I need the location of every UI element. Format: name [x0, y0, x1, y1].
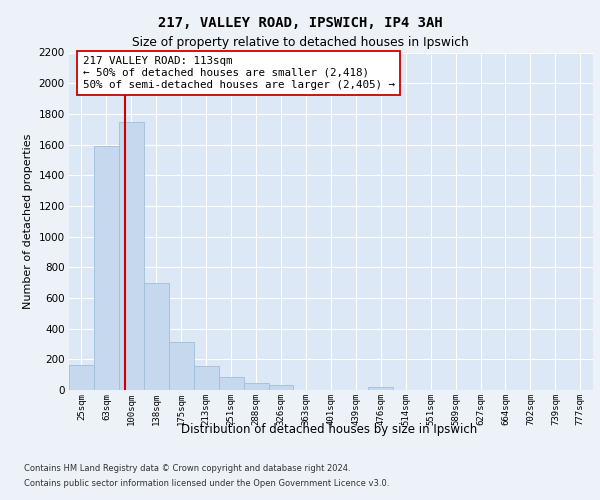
- Text: 217, VALLEY ROAD, IPSWICH, IP4 3AH: 217, VALLEY ROAD, IPSWICH, IP4 3AH: [158, 16, 442, 30]
- Bar: [368, 387, 393, 390]
- Y-axis label: Number of detached properties: Number of detached properties: [23, 134, 33, 309]
- Text: Distribution of detached houses by size in Ipswich: Distribution of detached houses by size …: [181, 422, 477, 436]
- Bar: [194, 366, 218, 390]
- Text: Contains HM Land Registry data © Crown copyright and database right 2024.: Contains HM Land Registry data © Crown c…: [24, 464, 350, 473]
- Bar: [69, 366, 94, 390]
- Bar: [218, 377, 244, 390]
- Text: Contains public sector information licensed under the Open Government Licence v3: Contains public sector information licen…: [24, 479, 389, 488]
- Text: 217 VALLEY ROAD: 113sqm
← 50% of detached houses are smaller (2,418)
50% of semi: 217 VALLEY ROAD: 113sqm ← 50% of detache…: [83, 56, 395, 90]
- Bar: [94, 146, 119, 390]
- Bar: [119, 122, 144, 390]
- Bar: [269, 386, 293, 390]
- Bar: [244, 382, 269, 390]
- Text: Size of property relative to detached houses in Ipswich: Size of property relative to detached ho…: [131, 36, 469, 49]
- Bar: [144, 282, 169, 390]
- Bar: [169, 342, 194, 390]
